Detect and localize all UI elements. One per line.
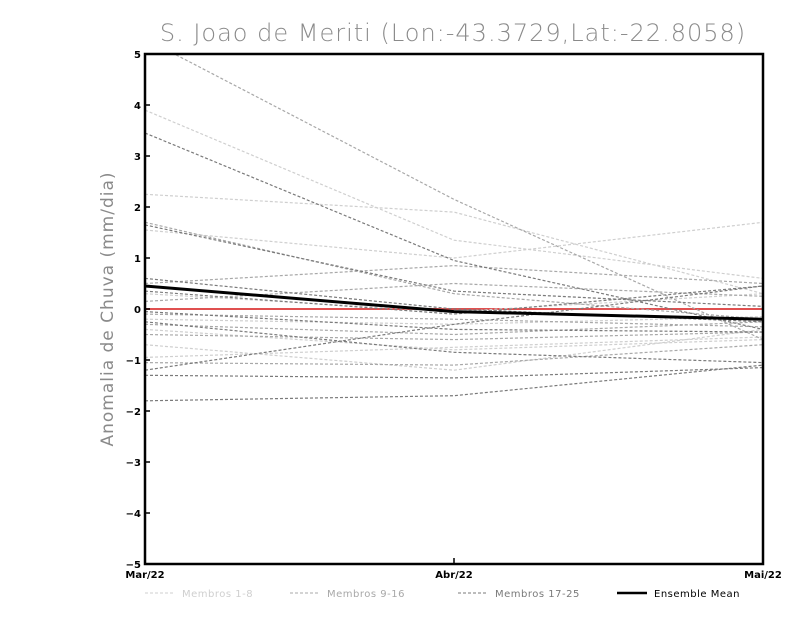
- y-tick-label: 2: [134, 203, 141, 214]
- series-line-member-10: [145, 221, 763, 320]
- series-line-member-4: [145, 293, 763, 313]
- series-line-member-7: [145, 336, 763, 358]
- series-line-member-25: [145, 364, 763, 402]
- series-line-member-11: [145, 264, 763, 285]
- series-line-member-9: [173, 54, 763, 341]
- series-line-member-2: [145, 193, 763, 295]
- x-tick-label: Mar/22: [125, 570, 164, 581]
- y-tick-label: 3: [134, 152, 141, 163]
- y-tick-label: 0: [134, 305, 141, 316]
- series-line-member-13: [145, 313, 763, 328]
- series-line-member-20: [145, 285, 763, 315]
- y-tick-label: 5: [134, 50, 141, 61]
- series-line-member-23: [145, 285, 763, 371]
- y-tick-label: −4: [126, 509, 141, 520]
- legend-label: Ensemble Mean: [654, 589, 740, 600]
- series-line-member-12: [145, 282, 763, 302]
- y-tick-label: −3: [126, 458, 141, 469]
- series-line-member-18: [145, 224, 763, 307]
- x-axis-ticks: Mar/22 Abr/22 Mai/22: [125, 558, 782, 581]
- legend: Membros 1-8 Membros 9-16 Membros 17-25 Ense…: [145, 589, 740, 600]
- legend-label: Membros 9-16: [327, 589, 405, 600]
- series-line-member-22: [145, 321, 763, 364]
- series-line-member-17: [145, 132, 763, 330]
- y-axis-ticks: 5 4 3 2 1 0 −1 −2 −3 −4 −5: [126, 50, 150, 571]
- y-tick-label: −5: [126, 560, 141, 571]
- series-line-member-3: [145, 221, 763, 259]
- y-axis-label: Anomalia de Chuva (mm/dia): [98, 171, 118, 446]
- x-tick-label: Abr/22: [435, 570, 472, 581]
- series-line-member-15: [145, 331, 763, 341]
- series-line-member-5: [145, 316, 763, 325]
- series-line-member-21: [145, 311, 763, 333]
- y-tick-label: 1: [134, 254, 141, 265]
- y-tick-label: −1: [126, 356, 141, 367]
- series-line-member-24: [145, 367, 763, 379]
- series-line-ensemble-mean: [145, 284, 763, 321]
- x-tick-label: Mai/22: [744, 570, 782, 581]
- legend-label: Membros 1-8: [182, 589, 253, 600]
- legend-label: Membros 17-25: [495, 589, 580, 600]
- plot-area: [145, 54, 763, 402]
- y-tick-label: −2: [126, 407, 141, 418]
- series-line-member-16: [145, 344, 763, 366]
- series-line-member-8: [145, 328, 763, 371]
- series-line-member-14: [145, 321, 763, 336]
- chart-title: S. Joao de Meriti (Lon:-43.3729,Lat:-22.…: [160, 19, 746, 47]
- series-line-member-1: [145, 109, 763, 279]
- y-tick-label: 4: [134, 101, 141, 112]
